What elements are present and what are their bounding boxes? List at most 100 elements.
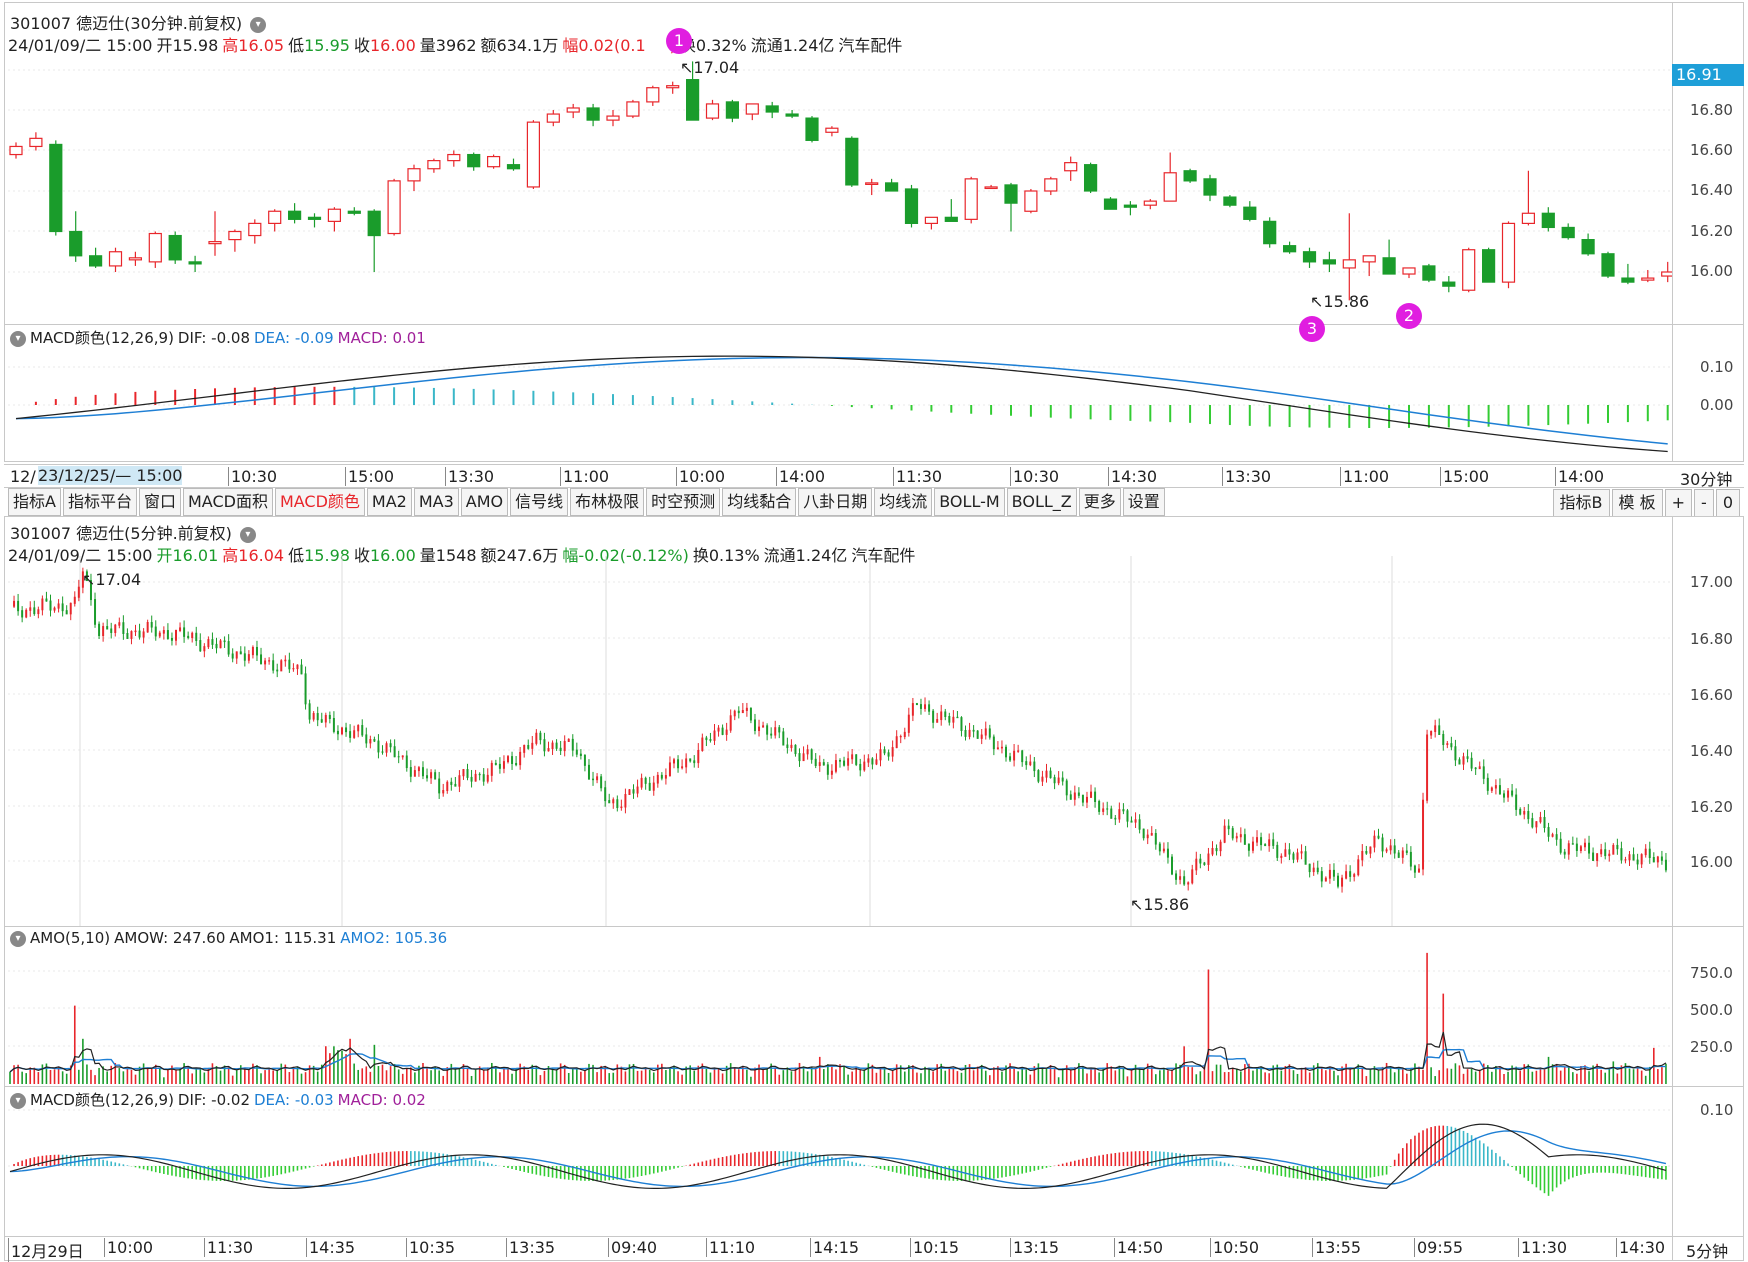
bottom-time-label: 13:35 (506, 1238, 555, 1257)
top-chart-title[interactable]: 301007 德迈仕(30分钟.前复权) ▾ (10, 10, 270, 34)
amo-amo2: AMO2: 105.36 (340, 929, 448, 947)
toolbar-item[interactable]: MACD颜色 (274, 488, 365, 516)
mid-chart-title[interactable]: 301007 德迈仕(5分钟.前复权) ▾ (10, 520, 260, 544)
marker-badge-2[interactable]: 2 (1396, 303, 1422, 329)
toolbar-item[interactable]: BOLL-M (934, 488, 1005, 516)
bottom-timeframe-label[interactable]: 5分钟 (1686, 1242, 1729, 1261)
bottom-macd-dif: DIF: -0.02 (177, 1091, 250, 1109)
toolbar-item[interactable]: MA3 (413, 488, 459, 516)
candle-body (1601, 253, 1615, 277)
mid-close: 16.00 (369, 546, 416, 565)
bottom-time-label: 10:15 (910, 1238, 959, 1257)
toolbar-right-item[interactable]: 指标B (1552, 489, 1610, 517)
candle-body (924, 216, 939, 224)
candle-body (1203, 178, 1217, 196)
candle-body (288, 210, 302, 220)
top-macd-dif: DIF: -0.08 (177, 329, 250, 347)
candle-body (1083, 164, 1098, 192)
amo-chart[interactable] (0, 926, 1672, 1086)
candle-body (228, 230, 242, 241)
candle-body (1422, 265, 1436, 281)
bottom-macd-ytick: 0.10 (1700, 1101, 1734, 1119)
chevron-down-icon[interactable]: ▾ (10, 330, 26, 347)
candle-body (666, 85, 680, 89)
candle-body (626, 101, 640, 117)
top-macd-ytick: 0.10 (1700, 358, 1734, 376)
toolbar-item[interactable]: 更多 (1078, 488, 1121, 516)
toolbar-item[interactable]: 八卦日期 (798, 488, 873, 516)
toolbar-item[interactable]: 指标A (8, 488, 61, 516)
chevron-down-icon[interactable]: ▾ (10, 930, 26, 947)
top-candlestick-chart[interactable] (0, 0, 1672, 325)
candle-body (1103, 198, 1118, 210)
candle-body (1641, 277, 1655, 281)
toolbar-item[interactable]: 设置 (1122, 488, 1165, 516)
marker-badge-1[interactable]: 1 (666, 28, 692, 54)
top-time-label: 10:00 (676, 467, 725, 486)
candle-body (765, 105, 779, 113)
mid-low-label: 低 (288, 546, 305, 565)
candle-body (825, 127, 839, 133)
top-macd-value: MACD: 0.01 (337, 329, 426, 347)
chevron-down-icon[interactable]: ▾ (239, 526, 256, 543)
toolbar-item[interactable]: BOLL_Z (1006, 488, 1077, 516)
bottom-macd-chart[interactable] (0, 1086, 1672, 1236)
top-float: 流通1.24亿 (750, 36, 835, 55)
mid-amt-label: 额 (480, 546, 497, 565)
candle-body (785, 113, 799, 117)
toolbar-item[interactable]: 均线流 (874, 488, 933, 516)
amo-legend: ▾ AMO(5,10) AMOW: 247.60 AMO1: 115.31 AMO2: … (10, 929, 451, 947)
candle-body (1322, 259, 1337, 265)
top-time-label: 13:30 (1222, 467, 1271, 486)
candle-body (1163, 172, 1177, 202)
toolbar-item[interactable]: AMO (460, 488, 509, 516)
toolbar-right-item[interactable]: 模 板 (1611, 489, 1663, 517)
toolbar-item[interactable]: 信号线 (510, 488, 569, 516)
toolbar-item[interactable]: 均线黏合 (722, 488, 797, 516)
toolbar-right-item[interactable]: - (1694, 489, 1714, 517)
candle-body (1243, 206, 1257, 220)
toolbar-item[interactable]: 布林极限 (570, 488, 645, 516)
toolbar-item[interactable]: 时空预测 (646, 488, 721, 516)
marker-badge-3[interactable]: 3 (1299, 316, 1325, 342)
candle-body (944, 216, 958, 222)
candle-body (1402, 267, 1416, 275)
toolbar-item[interactable]: MA2 (366, 488, 412, 516)
mid-candlestick-chart[interactable] (0, 516, 1672, 926)
dif-line (15, 355, 1668, 453)
candle-body (1462, 249, 1476, 291)
top-high: 16.05 (238, 36, 285, 55)
candle-body (1541, 212, 1555, 229)
top-ytick: 16.80 (1690, 101, 1733, 119)
mid-turnover: 换0.13% (692, 546, 760, 565)
toolbar-item[interactable]: 窗口 (138, 488, 181, 516)
chevron-down-icon[interactable]: ▾ (10, 1092, 26, 1109)
chevron-down-icon[interactable]: ▾ (250, 16, 267, 33)
toolbar-right-item[interactable]: 0 (1715, 489, 1740, 517)
mid-amt: 247.6万 (496, 546, 559, 565)
top-high-label: 高 (222, 36, 239, 55)
top-time-label: 11:00 (560, 467, 609, 486)
toolbar-right-item[interactable]: + (1664, 489, 1693, 517)
top-industry: 汽车配件 (838, 36, 903, 55)
candle-body (367, 210, 381, 237)
candle-body (1521, 212, 1536, 224)
top-macd-chart[interactable] (0, 325, 1672, 465)
top-timeframe-label[interactable]: 30分钟 (1680, 470, 1733, 489)
top-date: 24/01/09/二 15:00 (8, 36, 153, 55)
mid-high: 16.04 (238, 546, 285, 565)
candle-body (964, 178, 978, 220)
candle-body (1263, 220, 1277, 245)
top-time-first-prefix: 12/ (10, 467, 36, 486)
toolbar-item[interactable]: 指标平台 (62, 488, 137, 516)
candle-body (884, 182, 899, 192)
candle-body (1302, 251, 1317, 263)
top-ytick: 16.00 (1690, 262, 1733, 280)
candle-body (88, 255, 103, 267)
top-vol: 3962 (435, 36, 477, 55)
mid-high-mark-value: 17.04 (95, 570, 142, 589)
toolbar-item[interactable]: MACD面积 (182, 488, 273, 516)
candle-body (685, 79, 700, 121)
candle-body (984, 186, 998, 190)
candle-body (705, 103, 720, 119)
